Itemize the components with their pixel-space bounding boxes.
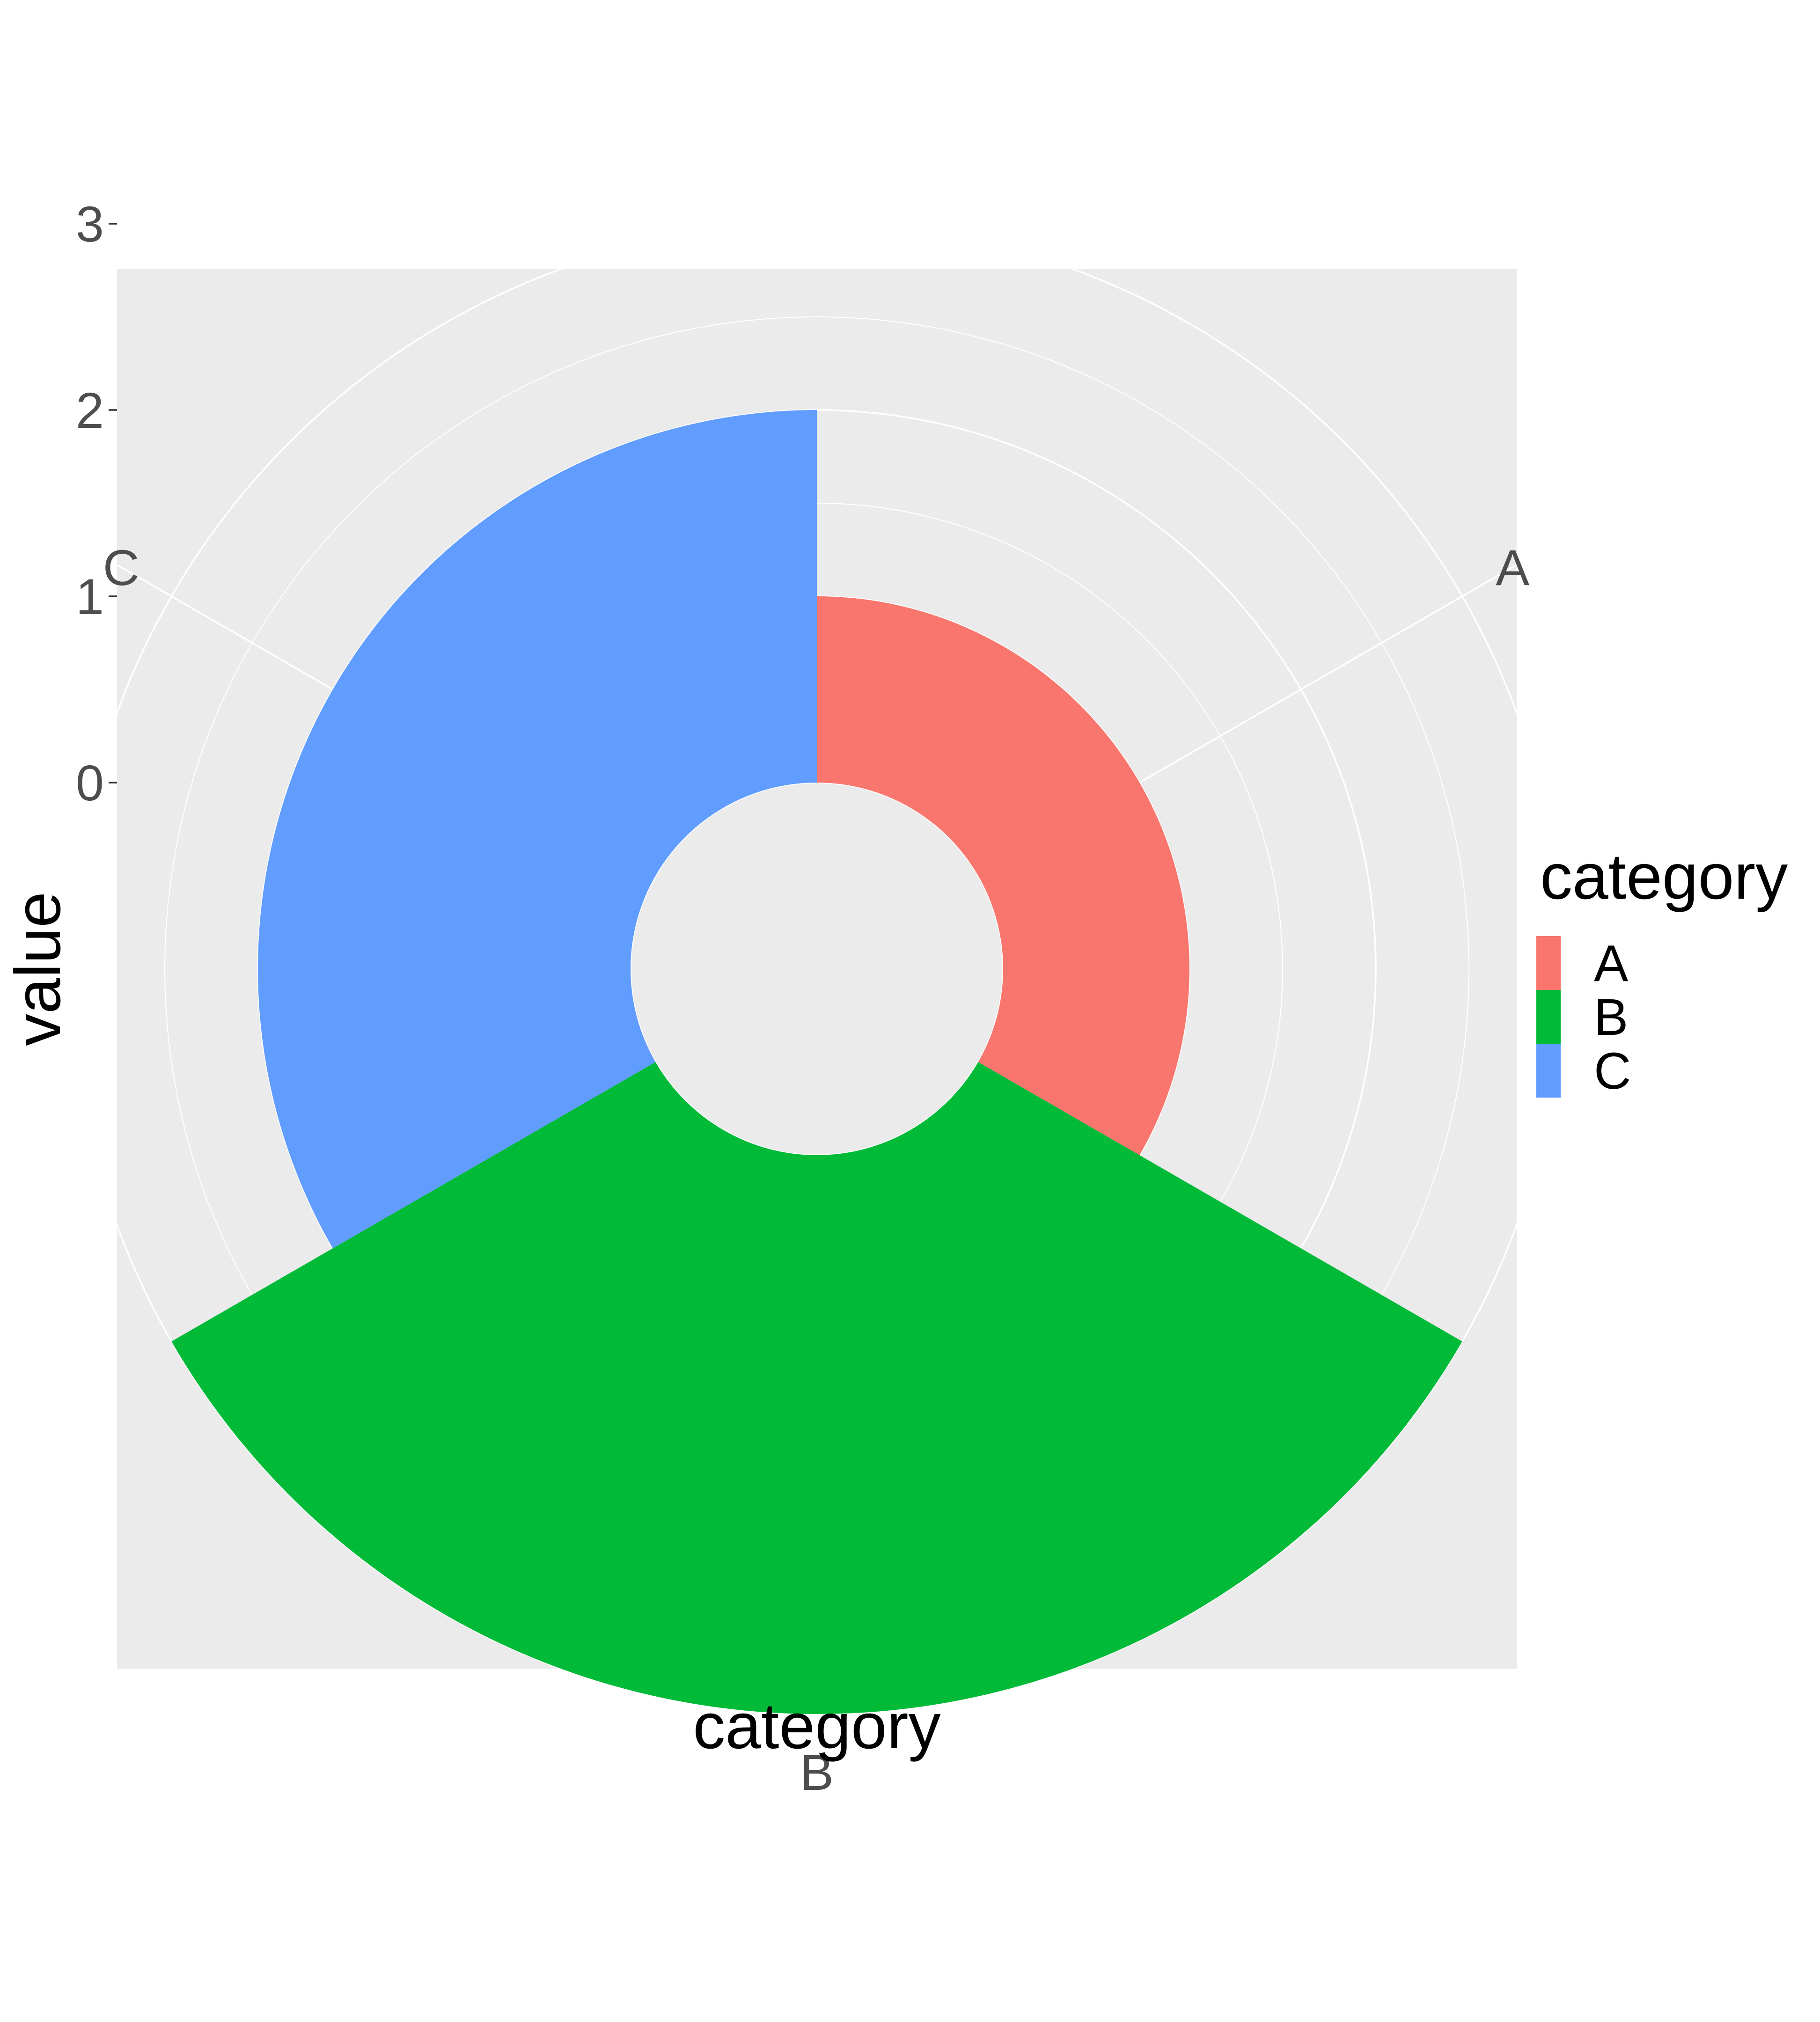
y-tick-label: 3 <box>76 196 104 252</box>
y-axis-title: value <box>2 892 74 1046</box>
y-axis: 0 1 2 3 <box>76 196 117 811</box>
legend-key-b <box>1536 990 1561 1044</box>
legend-label-a: A <box>1594 935 1629 992</box>
x-axis-title: category <box>693 1690 940 1762</box>
legend-label-c: C <box>1594 1042 1631 1100</box>
legend-title: category <box>1540 841 1788 913</box>
legend-key-c <box>1536 1044 1561 1098</box>
bars <box>171 410 1462 1714</box>
x-tick-labels: A B C <box>103 539 1530 1801</box>
y-tick-label: 2 <box>76 382 104 439</box>
bar-a <box>817 596 1189 1155</box>
y-tick-label: 1 <box>76 568 104 625</box>
bar-b <box>171 1062 1462 1714</box>
x-tick-label-a: A <box>1496 539 1529 596</box>
legend: category ABC <box>1536 841 1788 1100</box>
y-tick-label: 0 <box>76 755 104 811</box>
x-tick-label-b: B <box>800 1744 834 1801</box>
bar-c <box>258 410 817 1248</box>
legend-label-b: B <box>1594 989 1628 1046</box>
x-tick-label-c: C <box>103 539 139 596</box>
legend-key-a <box>1536 936 1561 990</box>
